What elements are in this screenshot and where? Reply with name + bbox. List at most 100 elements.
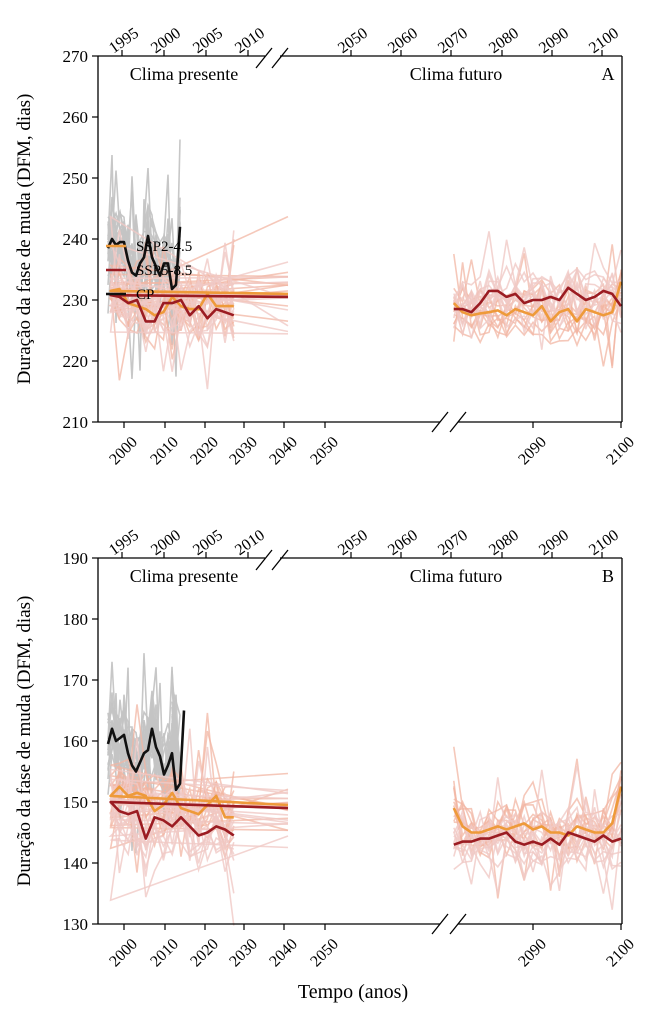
y-tick-label: 190 [63,549,89,568]
top-tick-label: 2070 [435,527,471,559]
top-tick-label: 2090 [536,527,572,559]
y-tick-label: 230 [63,291,89,310]
ssp585-end-ensemble-member [453,800,622,864]
top-tick-label: 2050 [335,527,371,559]
present-ensemble-member [107,675,181,826]
bottom-tick-label: 2100 [603,434,638,469]
top-tick-label: 2060 [385,527,421,559]
panel-label: B [602,566,614,586]
ssp585-mid-ensemble-member [109,266,289,320]
y-tick-label: 130 [63,915,89,934]
ssp585-mid-ensemble-member [109,760,289,851]
ssp585-end-ensemble-member [453,261,622,319]
y-tick-label: 250 [63,169,89,188]
ssp585-mid-ensemble-member [108,789,289,853]
ssp585-end-ensemble-member [453,777,622,857]
y-axis-label: Duração da fase de muda (DFM, dias) [14,94,35,385]
ssp245-end-line [452,281,623,323]
top-break-mark [271,47,289,69]
cp-series-line [106,710,186,792]
top-tick-label: 2080 [486,527,522,559]
top-tick-label: 2080 [486,25,522,57]
cp-series-line [106,226,182,291]
bottom-break-mark [449,411,467,433]
present-ensemble-member [107,653,181,812]
bottom-tick-label: 2050 [307,936,342,971]
ssp585-mid-ensemble-member [109,251,289,326]
top-tick-label: 2060 [385,25,421,57]
y-tick-label: 160 [63,732,89,751]
legend-label: SSP5-8.5 [136,263,192,279]
top-tick-label: 2010 [232,25,268,57]
y-axis-label: Duração da fase de muda (DFM, dias) [14,596,35,887]
ssp585-end-ensemble-member [453,814,622,867]
top-tick-label: 2000 [148,527,184,559]
top-tick-label: 2100 [586,25,622,57]
bottom-tick-label: 2020 [187,434,222,469]
bottom-break-mark [431,913,449,935]
ssp585-mid-ensemble-member [109,768,289,874]
region-label-future: Clima futuro [410,566,503,586]
bottom-tick-label: 2050 [307,434,342,469]
legend: SSP2-4.5 SSP5-8.5 CP [106,239,192,303]
region-label-present: Clima presente [130,566,238,586]
top-tick-label: 2005 [190,25,226,57]
y-tick-label: 270 [63,47,89,66]
bottom-tick-label: 2100 [603,936,638,971]
bottom-tick-label: 2040 [266,434,301,469]
bottom-tick-label: 2090 [515,434,550,469]
y-tick-label: 180 [63,610,89,629]
bottom-tick-label: 2030 [226,434,261,469]
bottom-tick-label: 2010 [147,936,182,971]
region-label-future: Clima futuro [410,64,503,84]
top-tick-label: 2100 [586,527,622,559]
bottom-tick-label: 2040 [266,936,301,971]
ssp585-end-line [453,831,622,847]
y-tick-label: 210 [63,413,89,432]
ssp245-end-ensemble-member [453,802,622,858]
y-tick-label: 220 [63,352,89,371]
top-tick-label: 2010 [232,527,268,559]
ensemble-lines [107,653,622,926]
top-tick-label: 1995 [106,25,142,57]
bottom-tick-label: 2090 [515,936,550,971]
ssp245-end-line [452,786,623,837]
bottom-break-mark [431,411,449,433]
ssp585-mid-ensemble-member [109,798,289,894]
ssp585-end-ensemble-member [453,789,622,888]
top-tick-label: 2090 [536,25,572,57]
ssp585-mid-ensemble-member [109,728,289,847]
top-tick-label: 2050 [335,25,371,57]
bottom-break-mark [449,913,467,935]
y-tick-label: 170 [63,671,89,690]
top-tick-label: 2070 [435,25,471,57]
y-tick-label: 260 [63,108,89,127]
ssp585-mid-line [109,293,289,323]
ssp245-mid-line [109,785,289,819]
y-tick-label: 140 [63,854,89,873]
top-tick-label: 2000 [148,25,184,57]
top-tick-label: 2005 [190,527,226,559]
bottom-tick-label: 2000 [106,434,141,469]
bottom-tick-label: 2000 [106,936,141,971]
bottom-tick-label: 2010 [147,434,182,469]
top-break-mark [255,47,273,69]
top-break-mark [271,549,289,571]
top-break-mark [255,549,273,571]
y-tick-label: 240 [63,230,89,249]
bottom-tick-label: 2030 [226,936,261,971]
ssp585-mid-line [109,800,289,840]
region-label-present: Clima presente [130,64,238,84]
ssp585-end-ensemble-member [453,231,622,305]
ssp585-end-ensemble-member [453,266,622,331]
top-tick-label: 1995 [106,527,142,559]
ssp585-mid-ensemble-member [109,276,289,321]
bottom-tick-label: 2020 [187,936,222,971]
ssp585-end-line [453,286,623,314]
ssp585-mid-ensemble-member [109,804,289,863]
legend-label: CP [136,287,154,303]
panel-label: A [602,64,615,84]
